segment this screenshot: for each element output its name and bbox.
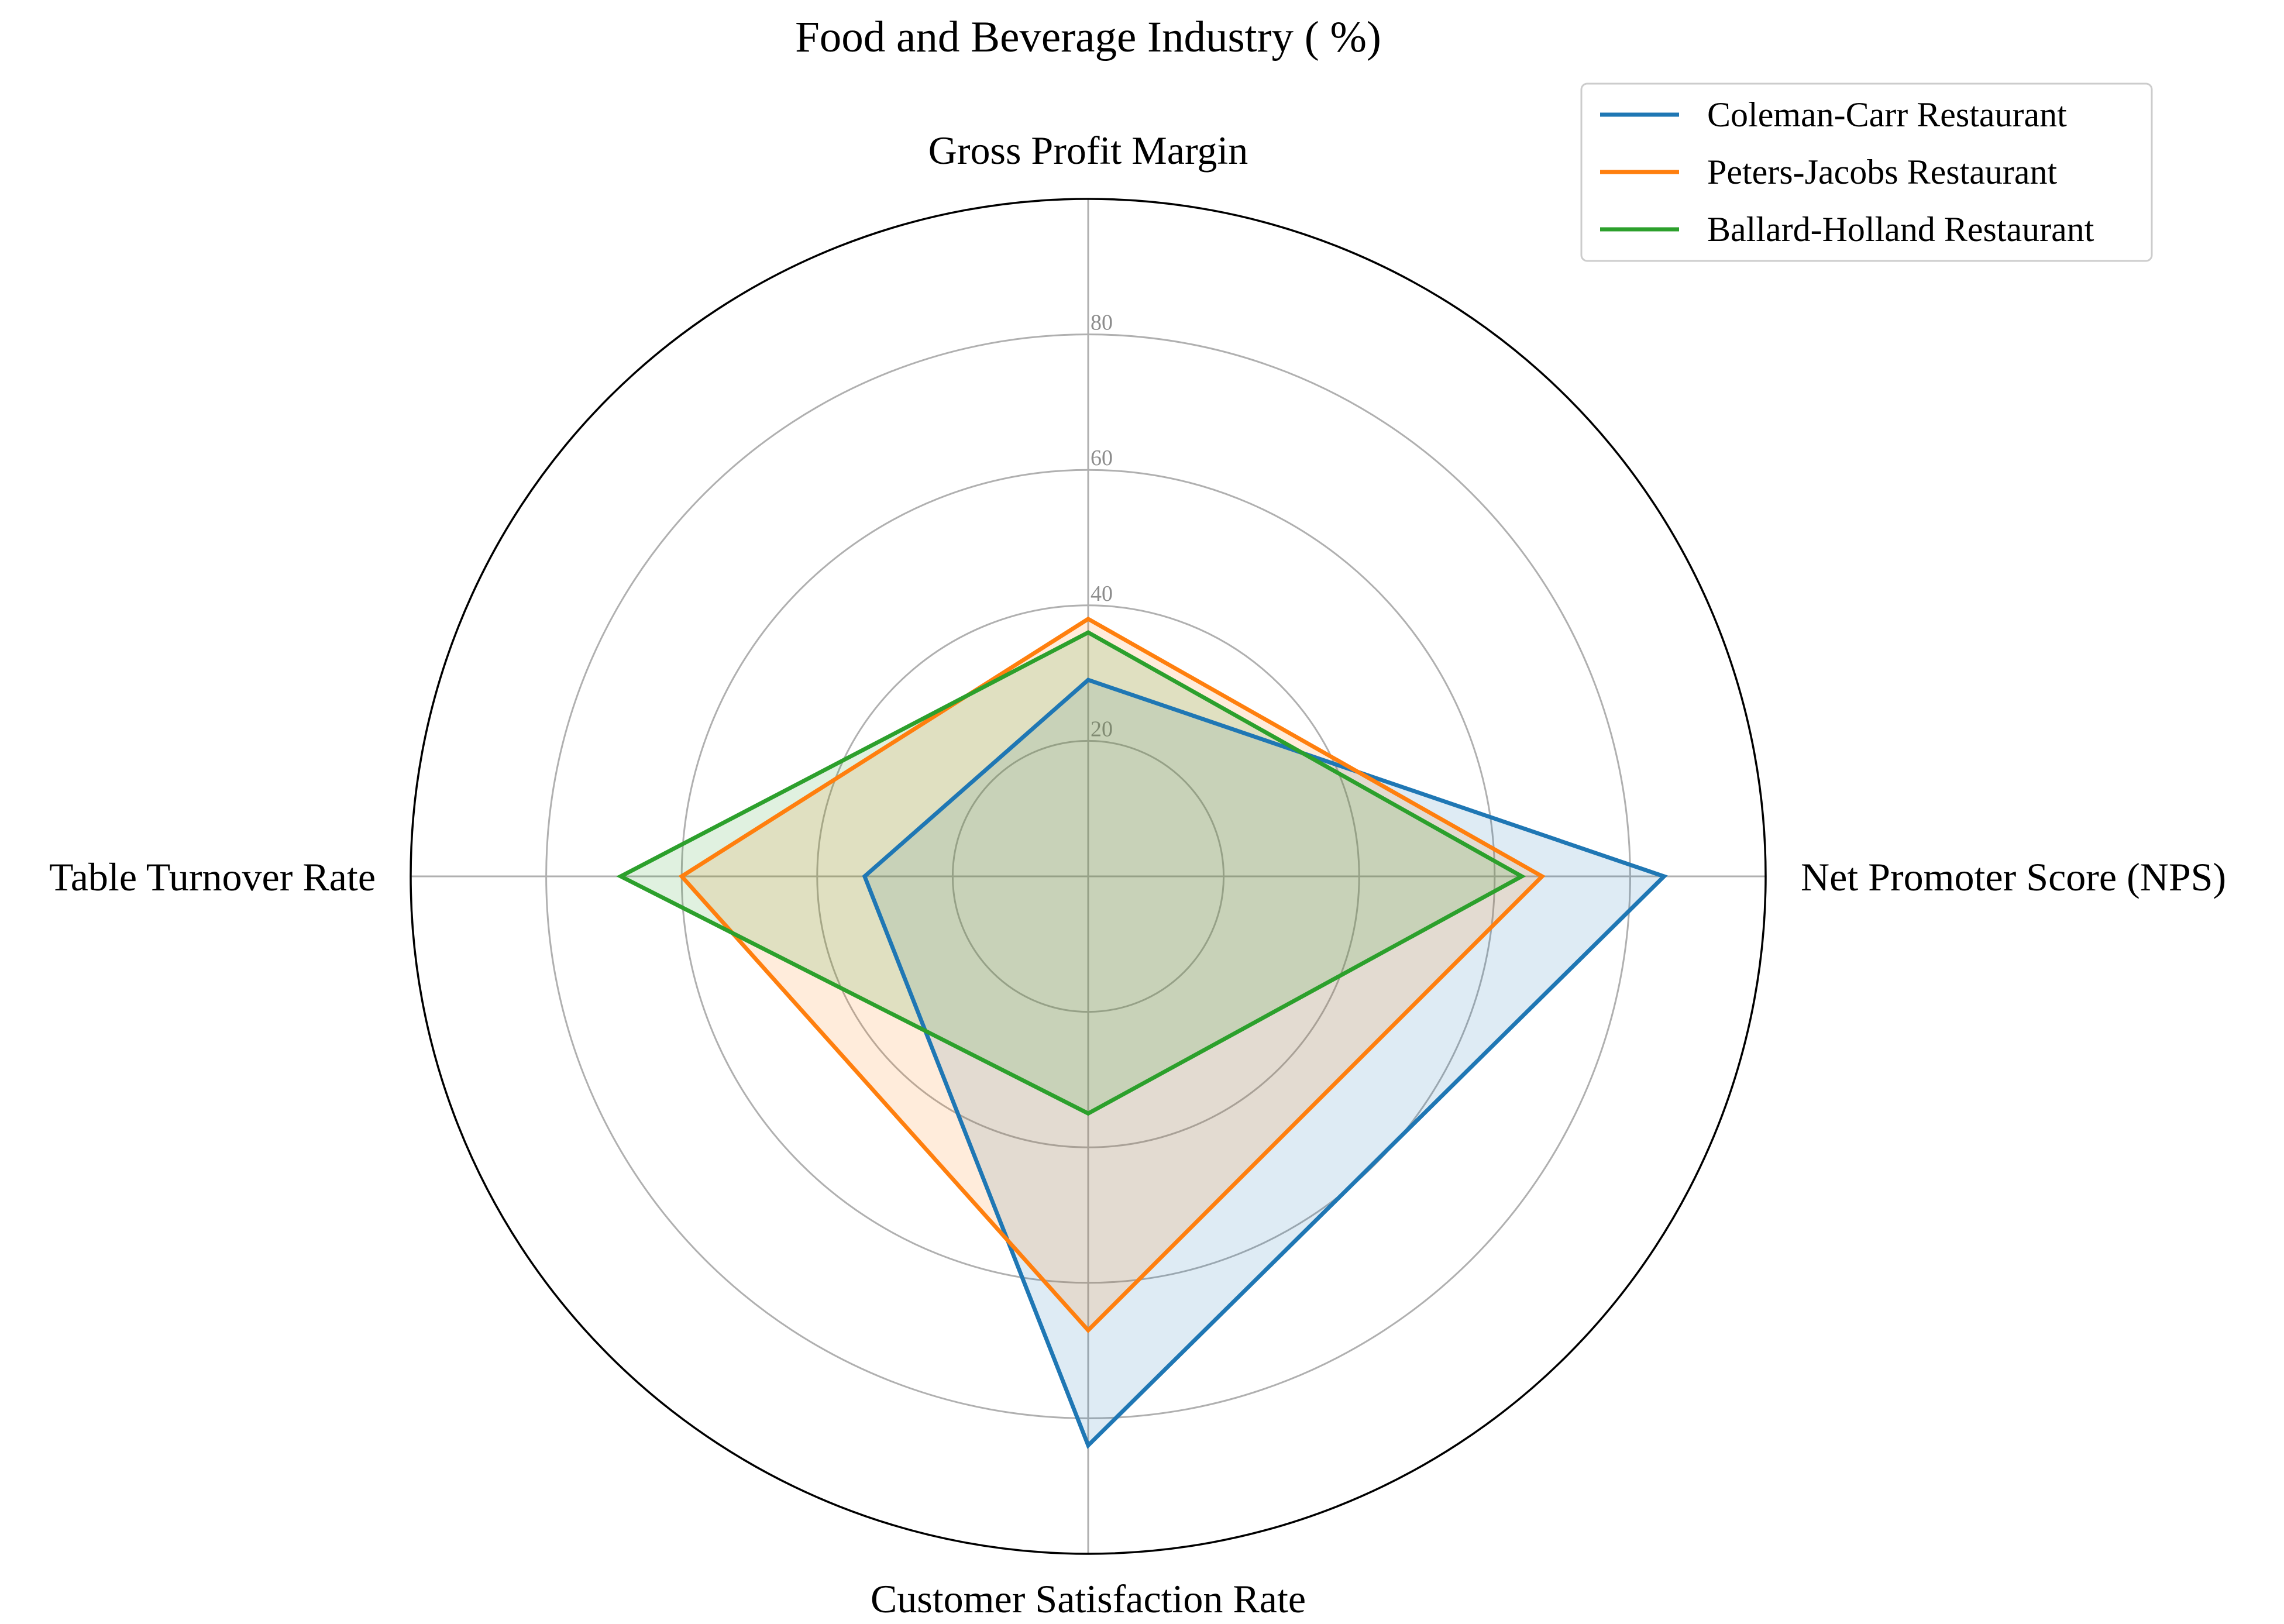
grid-ring: [816, 604, 1360, 1148]
legend-entry: Peters-Jacobs Restaurant: [1707, 153, 2057, 191]
axis-label: Gross Profit Margin: [928, 128, 1248, 173]
grid-ring: [951, 739, 1225, 1013]
series-line: [862, 677, 1668, 1449]
chart-title: Food and Beverage Industry ( %): [795, 13, 1381, 61]
tick-label: 80: [1091, 311, 1113, 335]
tick-label: 40: [1091, 582, 1113, 606]
axis-labels: Gross Profit Margin Net Promoter Score (N…: [49, 128, 2226, 1621]
series-line: [678, 616, 1546, 1333]
legend: Coleman-Carr Restaurant Peters-Jacobs Res…: [1580, 82, 2153, 262]
axis-label: Table Turnover Rate: [49, 855, 376, 899]
series-layer: [616, 616, 1668, 1449]
tick-label: 20: [1091, 717, 1113, 741]
series-area: [864, 680, 1664, 1446]
axis-label: Customer Satisfaction Rate: [871, 1577, 1306, 1621]
radar-grid: 20 40 60 80: [410, 198, 1767, 1555]
legend-entry: Ballard-Holland Restaurant: [1707, 210, 2094, 249]
legend-box: [1580, 82, 2153, 262]
grid-ring: [545, 333, 1631, 1419]
series-area: [682, 619, 1542, 1330]
legend-entry: Coleman-Carr Restaurant: [1707, 95, 2067, 134]
tick-label: 60: [1091, 446, 1113, 470]
outer-frame: [410, 198, 1767, 1555]
series-line: [616, 630, 1526, 1116]
axis-label: Net Promoter Score (NPS): [1801, 855, 2226, 899]
